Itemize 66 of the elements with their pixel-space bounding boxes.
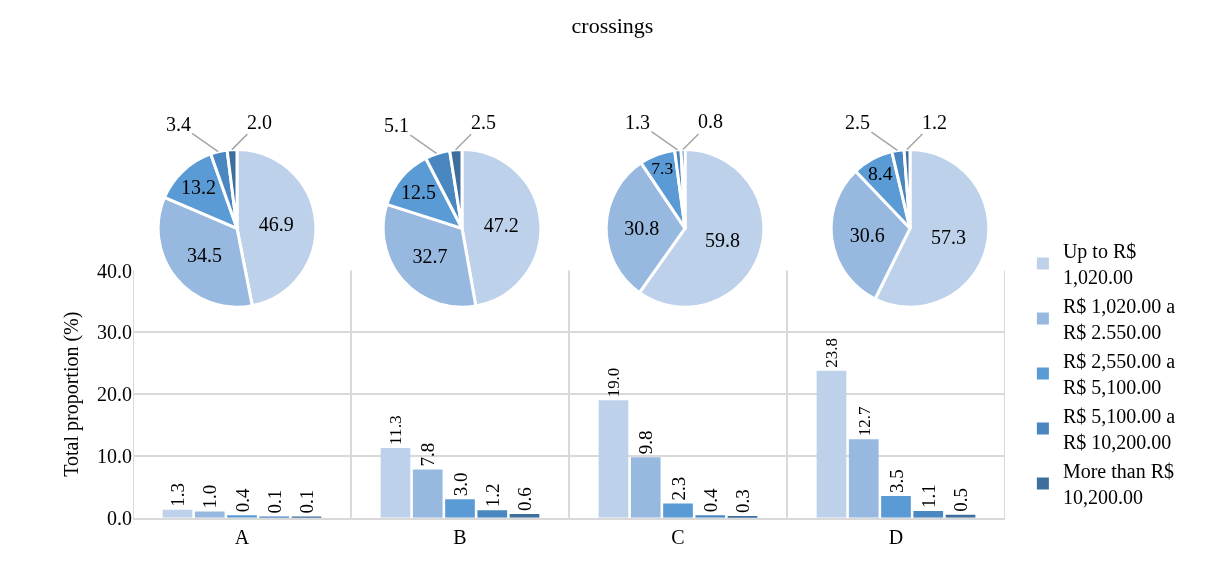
y-tick-label: 10.0 (97, 444, 132, 467)
bar (816, 370, 847, 518)
data-label: 0.4 (231, 488, 253, 513)
x-tick-label: D (888, 525, 904, 548)
data-label: 0.8 (698, 110, 723, 132)
data-label: 12.7 (854, 406, 874, 437)
data-label: 3.4 (166, 113, 191, 135)
bar (663, 503, 693, 518)
data-label: 0.1 (296, 489, 318, 514)
bar (445, 499, 475, 518)
data-label: 30.8 (624, 216, 660, 239)
data-label: 30.6 (849, 223, 885, 246)
data-label: 7.8 (417, 442, 439, 467)
data-label: 59.8 (705, 229, 741, 252)
bar (630, 457, 661, 518)
x-tick-label: C (671, 525, 685, 548)
data-label: 47.2 (483, 213, 519, 236)
data-label: 57.3 (930, 226, 966, 249)
bar (477, 510, 508, 518)
bar (412, 469, 443, 518)
y-axis-title: Total proportion (%) (60, 311, 84, 477)
data-label: 5.1 (384, 114, 409, 136)
data-label: 32.7 (412, 245, 448, 268)
data-label: 0.5 (950, 487, 972, 512)
data-label: 23.8 (822, 338, 842, 368)
bar (881, 496, 911, 518)
data-label: 2.3 (667, 476, 689, 501)
bar (598, 400, 629, 518)
bar (380, 447, 411, 518)
data-label: 2.0 (247, 111, 272, 133)
data-label: 46.9 (258, 213, 294, 236)
data-label: 19.0 (604, 367, 624, 398)
y-tick-label: 40.0 (97, 259, 132, 282)
data-label: 3.0 (449, 472, 471, 497)
x-tick-label: B (453, 525, 467, 548)
x-tick-label: A (234, 525, 250, 548)
data-label: 8.4 (867, 163, 893, 185)
data-label: 9.8 (635, 430, 657, 455)
data-label: 0.4 (699, 488, 721, 513)
data-label: 3.5 (885, 469, 907, 494)
y-tick-label: 0.0 (107, 506, 132, 529)
legend-label: R$ 5,100.00 a R$ 10,200.00 (1062, 405, 1176, 454)
legend-label: R$ 2,550.00 a R$ 5,100.00 (1062, 350, 1176, 399)
legend-label: More than R$ 10,200.00 (1062, 460, 1174, 509)
y-tick-label: 30.0 (97, 321, 132, 344)
data-label: 7.3 (651, 158, 674, 179)
chart-title: crossings (571, 12, 654, 38)
data-label: 12.5 (400, 180, 436, 203)
data-label: 34.5 (187, 243, 222, 266)
data-label: 2.5 (845, 111, 870, 133)
data-label: 0.1 (263, 489, 285, 514)
data-label: 1.2 (922, 111, 947, 133)
data-label: 0.6 (514, 487, 536, 512)
data-label: 1.2 (481, 483, 503, 508)
legend-label: R$ 1,020.00 a R$ 2.550.00 (1062, 295, 1176, 344)
data-label: 0.3 (732, 489, 754, 513)
data-label: 1.3 (625, 111, 650, 133)
data-label: 13.2 (181, 176, 217, 199)
bar (848, 439, 879, 518)
y-tick-label: 20.0 (97, 383, 132, 406)
data-label: 2.5 (471, 111, 496, 133)
data-label: 1.0 (199, 484, 221, 509)
data-label: 11.3 (386, 415, 406, 445)
data-label: 1.1 (917, 484, 939, 508)
data-label: 1.3 (166, 482, 188, 507)
legend-label: Up to R$ 1,020.00 (1062, 240, 1137, 289)
